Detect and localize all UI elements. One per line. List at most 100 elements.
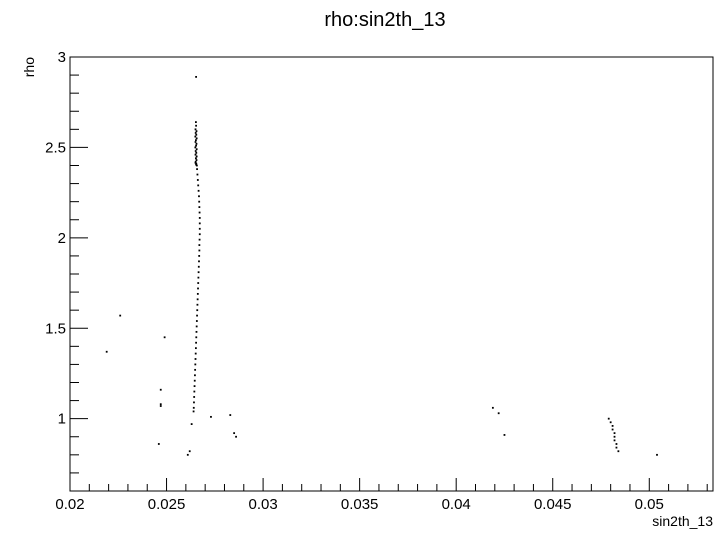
data-point [193, 390, 196, 393]
data-point [196, 303, 199, 306]
chart-title: rho:sin2th_13 [324, 9, 445, 31]
data-point [193, 396, 196, 398]
data-point [197, 184, 200, 187]
data-point [195, 130, 198, 133]
data-point [195, 142, 198, 145]
data-point [198, 260, 200, 263]
x-tick-label: 0.035 [341, 496, 379, 513]
data-point [195, 148, 198, 151]
data-point [198, 211, 201, 214]
data-point [198, 238, 201, 241]
data-point [198, 249, 201, 252]
data-point [195, 151, 198, 154]
data-point [656, 453, 658, 456]
data-point [194, 150, 197, 152]
data-point [196, 298, 199, 301]
data-point [105, 350, 108, 353]
y-tick-label: 3 [58, 49, 66, 66]
data-point [196, 309, 199, 312]
data-point [503, 434, 506, 436]
data-point [195, 137, 198, 140]
data-point [190, 423, 193, 425]
data-point [195, 139, 197, 142]
x-tick-label: 0.03 [248, 496, 277, 513]
data-point [159, 403, 162, 406]
data-point [192, 410, 195, 413]
data-point [194, 160, 197, 163]
data-point [613, 435, 616, 438]
data-point [193, 385, 196, 388]
data-point [195, 159, 198, 161]
data-point [196, 179, 199, 181]
data-point [194, 374, 196, 377]
data-point [197, 265, 200, 268]
data-point [195, 133, 198, 136]
data-point [163, 336, 166, 339]
data-point [195, 347, 197, 350]
data-point [210, 415, 212, 418]
data-point [198, 195, 200, 198]
data-point [192, 406, 195, 409]
x-tick-label: 0.02 [55, 496, 84, 513]
data-point [615, 446, 618, 449]
data-point [194, 135, 197, 138]
data-point [195, 336, 198, 339]
data-point [197, 271, 200, 274]
data-point [497, 412, 500, 415]
data-point [194, 352, 197, 355]
data-point [198, 227, 201, 230]
data-point [235, 435, 237, 438]
data-point [195, 121, 197, 123]
data-point [617, 450, 620, 453]
data-point [198, 200, 201, 203]
data-point [197, 189, 200, 192]
y-axis: 1 1.5 2 2.5 3 [45, 49, 88, 492]
data-point [491, 406, 494, 409]
data-point [197, 287, 199, 290]
data-point [233, 432, 236, 435]
data-point [613, 432, 616, 435]
data-point [196, 173, 199, 176]
x-tick-label: 0.045 [534, 496, 572, 513]
data-point [196, 292, 199, 295]
x-axis: 0.02 0.025 0.03 0.035 0.04 0.045 0.05 [55, 478, 708, 513]
data-point [198, 217, 201, 219]
data-point [194, 146, 197, 149]
data-point [197, 282, 200, 284]
data-points [105, 75, 658, 456]
data-point [198, 255, 201, 257]
data-point [157, 443, 160, 445]
y-tick-label: 1 [58, 411, 66, 428]
data-point [611, 425, 614, 427]
data-point [195, 341, 197, 344]
data-point [194, 368, 197, 371]
data-point [194, 363, 197, 366]
data-point [159, 405, 162, 407]
data-point [196, 168, 198, 171]
data-point [195, 330, 198, 333]
data-point [196, 314, 198, 317]
y-tick-label: 2 [58, 230, 66, 247]
data-point [615, 443, 618, 445]
data-point [229, 414, 232, 416]
data-point [198, 206, 201, 208]
data-point [195, 157, 197, 160]
data-point [186, 453, 189, 456]
data-point [194, 153, 197, 156]
data-point [194, 128, 197, 131]
data-point [609, 421, 612, 424]
data-point [198, 233, 201, 236]
data-point [195, 75, 197, 78]
data-point [159, 388, 162, 391]
x-tick-label: 0.05 [635, 496, 664, 513]
data-point [195, 163, 197, 166]
data-point [194, 132, 197, 134]
data-point [188, 450, 191, 453]
x-tick-label: 0.025 [148, 496, 186, 513]
data-point [611, 428, 614, 431]
y-axis-label: rho [21, 57, 37, 77]
data-point [195, 124, 197, 127]
data-point [119, 314, 122, 317]
